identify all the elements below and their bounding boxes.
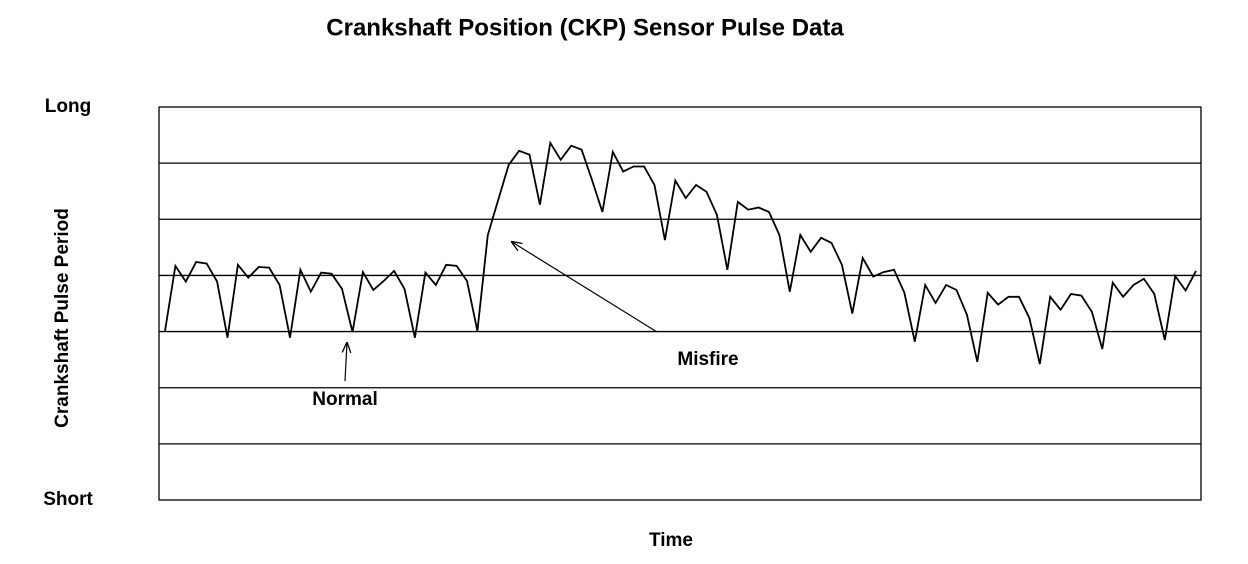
annotation: Normal xyxy=(312,389,377,410)
annotation-arrow xyxy=(345,343,347,382)
annotation-arrow xyxy=(512,242,658,333)
chart-title: Crankshaft Position (CKP) Sensor Pulse D… xyxy=(326,14,844,41)
y-axis-label: Crankshaft Pulse Period xyxy=(52,208,73,428)
x-axis-label: Time xyxy=(649,530,693,551)
plot-frame xyxy=(158,106,1202,501)
annotation: Misfire xyxy=(677,349,738,370)
data-line xyxy=(164,140,1197,365)
y-tick-label: Short xyxy=(43,489,93,510)
y-tick-label: Long xyxy=(45,96,91,117)
